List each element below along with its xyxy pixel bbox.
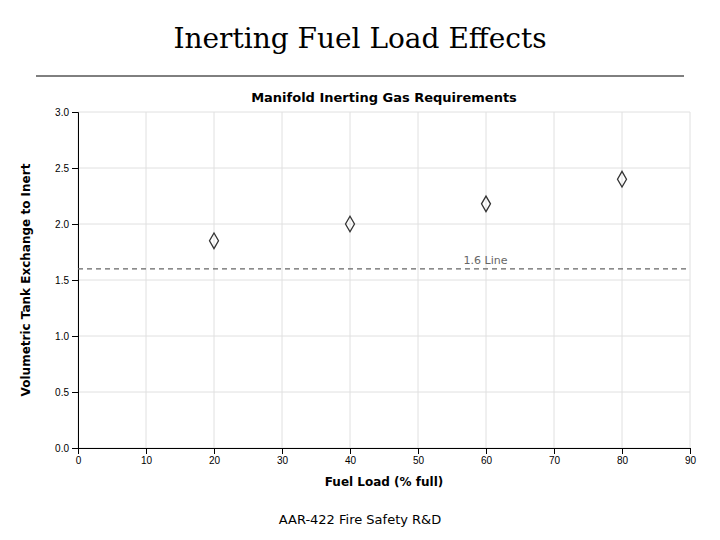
- x-axis-title: Fuel Load (% full): [325, 475, 444, 489]
- point: [618, 171, 627, 187]
- y-tick-label: 1.5: [55, 275, 69, 286]
- x-tick: 30: [277, 448, 289, 466]
- x-axis-line: [79, 449, 691, 455]
- title-rule: [36, 76, 684, 77]
- x-tick-mark: [690, 448, 691, 454]
- x-tick: 0: [76, 448, 82, 466]
- y-grid-line: [78, 336, 690, 337]
- x-tick: 60: [481, 448, 493, 466]
- x-tick-label: 40: [345, 455, 357, 466]
- x-tick-mark: [214, 448, 215, 454]
- y-tick-mark: [72, 336, 78, 337]
- y-grid-line: [78, 280, 690, 281]
- data-layer: [78, 171, 690, 268]
- x-tick-label: 70: [549, 455, 561, 466]
- main-title: Inerting Fuel Load Effects: [173, 22, 546, 55]
- x-tick-mark: [486, 448, 487, 454]
- grid: [78, 112, 690, 448]
- point: [346, 216, 355, 232]
- x-tick-mark: [282, 448, 283, 454]
- y-tick-mark: [72, 168, 78, 169]
- x-tick: 80: [617, 448, 629, 466]
- point: [482, 196, 491, 212]
- y-tick: 0.5: [55, 387, 78, 398]
- chart: Inerting Fuel Load Effects Manifold Inert…: [0, 0, 720, 540]
- y-tick-mark: [72, 448, 78, 449]
- x-tick-label: 80: [617, 455, 629, 466]
- reference-line-label: 1.6 Line: [464, 254, 508, 267]
- y-tick-label: 2.5: [55, 163, 69, 174]
- chart-title: Manifold Inerting Gas Requirements: [251, 90, 517, 105]
- plot-area: 0 10 20 30 40 50 60 70 80 90 0.0 0.5 1.0 1.5 2.0 2.5 3.0…: [19, 107, 696, 489]
- y-tick-label: 3.0: [55, 107, 69, 118]
- reference-line: [78, 268, 690, 269]
- x-grid-line: [486, 112, 487, 448]
- y-grid-line: [78, 168, 690, 169]
- x-tick-label: 50: [413, 455, 425, 466]
- y-tick: 3.0: [55, 107, 78, 118]
- x-tick-mark: [418, 448, 419, 454]
- y-tick-mark: [72, 392, 78, 393]
- y-grid-line: [78, 112, 690, 113]
- y-tick: 2.0: [55, 219, 78, 230]
- point: [210, 233, 219, 249]
- x-grid-line: [418, 112, 419, 448]
- y-tick-label: 2.0: [55, 219, 69, 230]
- x-tick-label: 20: [209, 455, 221, 466]
- y-tick: 2.5: [55, 163, 78, 174]
- y-tick-mark: [72, 280, 78, 281]
- y-tick-mark: [72, 224, 78, 225]
- x-tick: 90: [685, 448, 697, 466]
- x-tick-label: 30: [277, 455, 289, 466]
- y-tick: 1.5: [55, 275, 78, 286]
- y-axis-line: [72, 113, 79, 449]
- y-grid-line: [78, 392, 690, 393]
- x-grid-line: [690, 112, 691, 448]
- y-tick: 0.0: [55, 443, 78, 454]
- x-axis: 0 10 20 30 40 50 60 70 80 90: [76, 448, 697, 466]
- x-tick: 40: [345, 448, 357, 466]
- x-tick-mark: [554, 448, 555, 454]
- x-tick-label: 60: [481, 455, 493, 466]
- y-tick-label: 0.0: [55, 443, 69, 454]
- y-axis: 0.0 0.5 1.0 1.5 2.0 2.5 3.0: [55, 107, 78, 454]
- x-grid-line: [554, 112, 555, 448]
- annotation-labels: 1.6 Line: [464, 254, 508, 267]
- x-grid-line: [622, 112, 623, 448]
- x-tick-label: 0: [76, 455, 82, 466]
- footer: AAR-422 Fire Safety R&D: [279, 512, 442, 527]
- x-tick-label: 10: [141, 455, 153, 466]
- x-tick-label: 90: [685, 455, 697, 466]
- y-tick-label: 1.0: [55, 331, 69, 342]
- y-grid-line: [78, 224, 690, 225]
- x-tick: 10: [141, 448, 153, 466]
- x-tick: 70: [549, 448, 561, 466]
- y-tick: 1.0: [55, 331, 78, 342]
- x-tick-mark: [350, 448, 351, 454]
- x-grid-line: [146, 112, 147, 448]
- x-grid-line: [350, 112, 351, 448]
- x-grid-line: [282, 112, 283, 448]
- x-tick-mark: [146, 448, 147, 454]
- y-tick-label: 0.5: [55, 387, 69, 398]
- y-tick-mark: [72, 112, 78, 113]
- y-axis-title: Volumetric Tank Exchange to Inert: [19, 163, 33, 396]
- x-tick-mark: [622, 448, 623, 454]
- x-tick: 20: [209, 448, 221, 466]
- x-grid-line: [214, 112, 215, 448]
- x-tick: 50: [413, 448, 425, 466]
